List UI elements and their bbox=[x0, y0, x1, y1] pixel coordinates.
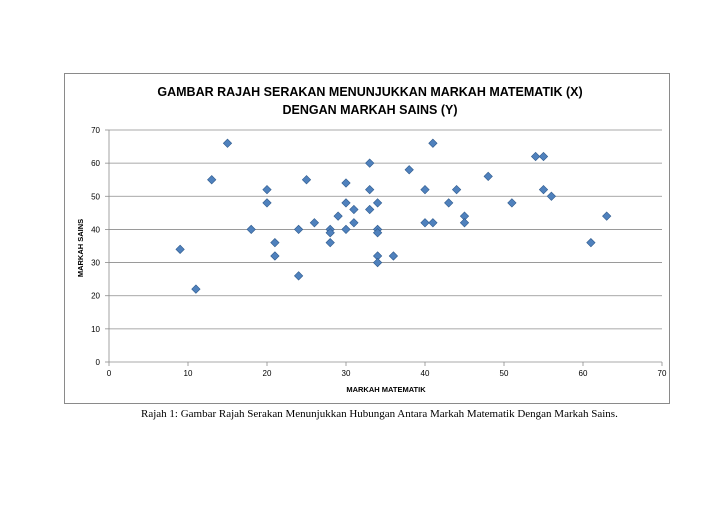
scatter-chart: GAMBAR RAJAH SERAKAN MENUNJUKKAN MARKAH … bbox=[76, 85, 667, 394]
data-point-marker bbox=[365, 185, 375, 195]
data-point-marker bbox=[586, 238, 596, 248]
data-point-marker bbox=[602, 211, 612, 221]
data-point-marker bbox=[420, 218, 430, 228]
chart-area: GAMBAR RAJAH SERAKAN MENUNJUKKAN MARKAH … bbox=[64, 73, 670, 404]
data-point-marker bbox=[191, 284, 201, 294]
data-point-marker bbox=[365, 204, 375, 215]
data-point-marker bbox=[341, 224, 351, 235]
data-point-marker bbox=[207, 175, 217, 185]
data-point-marker bbox=[428, 138, 438, 148]
x-tick-label: 40 bbox=[421, 369, 430, 378]
data-point-marker bbox=[365, 158, 375, 168]
data-point-marker bbox=[507, 198, 517, 208]
tick-labels: 0 10 20 30 40 50 60 70 0 10 20 30 40 50 60 70 bbox=[91, 126, 667, 378]
data-point-marker bbox=[372, 257, 383, 268]
x-tick-label: 10 bbox=[184, 369, 193, 378]
data-point-marker bbox=[262, 185, 272, 195]
data-point-marker bbox=[372, 198, 383, 208]
y-tick-label: 20 bbox=[91, 292, 100, 301]
data-point-marker bbox=[404, 165, 414, 175]
y-tick-label: 10 bbox=[91, 325, 100, 334]
data-point-marker bbox=[175, 244, 185, 254]
data-point-marker bbox=[420, 185, 430, 195]
data-point-marker bbox=[270, 238, 280, 248]
gridlines bbox=[109, 129, 662, 330]
data-point-marker bbox=[309, 218, 320, 228]
data-point-marker bbox=[341, 178, 351, 188]
data-point-marker bbox=[246, 224, 256, 235]
data-point-marker bbox=[538, 185, 549, 195]
data-point-marker bbox=[222, 138, 233, 148]
y-axis-title: MARKAH SAINS bbox=[76, 219, 85, 277]
x-tick-label: 50 bbox=[500, 369, 509, 378]
data-point-marker bbox=[349, 204, 359, 215]
data-point-marker bbox=[349, 218, 359, 228]
chart-title-line-1: GAMBAR RAJAH SERAKAN MENUNJUKKAN MARKAH … bbox=[157, 85, 582, 99]
data-point-marker bbox=[270, 251, 280, 261]
x-tick-label: 20 bbox=[263, 369, 272, 378]
x-tick-label: 30 bbox=[342, 369, 351, 378]
y-tick-label: 0 bbox=[96, 358, 101, 367]
data-point-marker bbox=[388, 251, 399, 261]
x-tick-label: 70 bbox=[658, 369, 667, 378]
y-tick-label: 50 bbox=[91, 192, 100, 201]
data-point-marker bbox=[293, 271, 304, 281]
x-tick-label: 0 bbox=[107, 369, 112, 378]
data-point-marker bbox=[444, 198, 454, 208]
y-tick-label: 40 bbox=[91, 225, 100, 234]
data-point-marker bbox=[372, 228, 383, 238]
data-point-marker bbox=[293, 224, 304, 235]
figure-caption: Rajah 1: Gambar Rajah Serakan Menunjukka… bbox=[141, 408, 618, 420]
data-point-marker bbox=[530, 151, 541, 162]
data-point-marker bbox=[325, 228, 335, 238]
data-point-marker bbox=[325, 238, 335, 248]
data-point-marker bbox=[483, 171, 493, 182]
chart-title-line-2: DENGAN MARKAH SAINS (Y) bbox=[283, 103, 458, 117]
x-axis-title: MARKAH MATEMATIK bbox=[346, 385, 426, 394]
x-tick-label: 60 bbox=[579, 369, 588, 378]
y-tick-label: 30 bbox=[91, 259, 100, 268]
data-point-marker bbox=[428, 218, 438, 228]
data-point-marker bbox=[262, 198, 272, 208]
data-points bbox=[175, 138, 612, 294]
data-point-marker bbox=[333, 211, 343, 221]
y-tick-label: 60 bbox=[91, 159, 100, 168]
data-point-marker bbox=[538, 151, 549, 162]
data-point-marker bbox=[341, 198, 351, 208]
data-point-marker bbox=[301, 175, 312, 185]
data-point-marker bbox=[451, 185, 462, 195]
axes bbox=[105, 129, 663, 366]
data-point-marker bbox=[546, 191, 557, 201]
y-tick-label: 70 bbox=[91, 126, 100, 135]
data-point-marker bbox=[459, 218, 470, 228]
